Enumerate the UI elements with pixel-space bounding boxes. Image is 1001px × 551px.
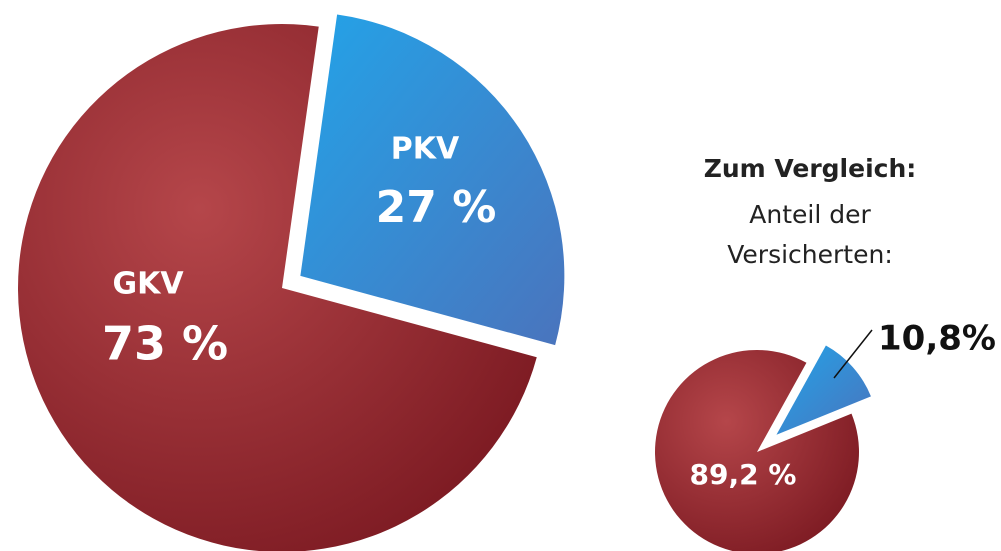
value-label: 73 % <box>102 317 228 371</box>
pie-slice <box>655 350 859 551</box>
category-label: GKV <box>112 267 184 302</box>
leader-line <box>833 329 873 379</box>
value-label: 89,2 % <box>690 458 797 491</box>
pie-slice <box>18 24 537 551</box>
value-label: 10,8% <box>878 319 996 359</box>
pie-slice <box>776 345 871 435</box>
value-label: 27 % <box>376 182 497 233</box>
subtitle: Anteil der Versicherten: <box>727 200 893 269</box>
pie-slice <box>300 14 565 346</box>
chart-title: Zum Vergleich: <box>704 154 917 183</box>
category-label: PKV <box>391 132 460 167</box>
